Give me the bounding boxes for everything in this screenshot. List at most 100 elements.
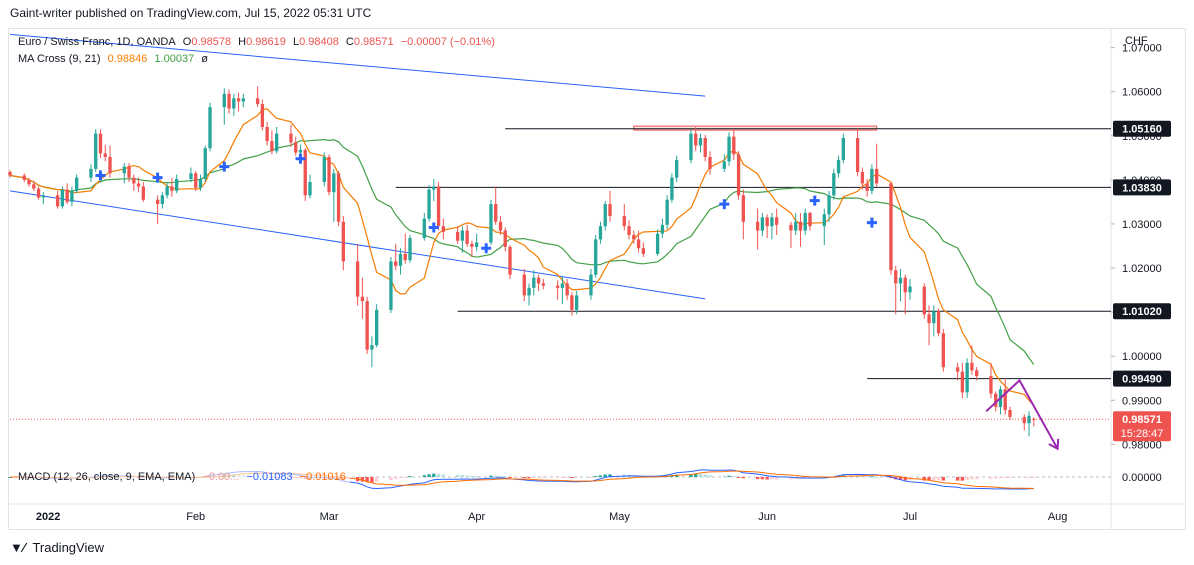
time-tick-label: 2022 xyxy=(36,511,60,523)
macd-histogram-bar xyxy=(408,476,412,478)
candle-body xyxy=(603,204,607,227)
macd-histogram-bar xyxy=(560,477,565,478)
candle-body xyxy=(22,175,26,180)
macd-histogram-bar xyxy=(732,476,736,478)
candle-body xyxy=(575,295,579,310)
macd-histogram-bar xyxy=(365,477,369,483)
candle-body xyxy=(132,177,136,184)
candle-body xyxy=(303,149,307,196)
candle-body xyxy=(794,221,798,231)
candle-body xyxy=(541,283,545,286)
candle-body xyxy=(855,138,860,172)
candle-body xyxy=(432,186,436,190)
candle-body xyxy=(189,173,193,179)
macd-histogram-bar xyxy=(875,476,879,478)
candle-body xyxy=(598,226,603,240)
close-label: C xyxy=(345,36,354,48)
candle-body xyxy=(822,214,826,227)
ma-legend[interactable]: MA Cross (9, 21) 0.98846 1.00037 ø xyxy=(18,53,212,65)
macd-tick-label: 0.00000 xyxy=(1122,472,1162,484)
symbol-name[interactable]: Euro / Swiss Franc, 1D, OANDA xyxy=(18,36,176,48)
ma-cross-marker xyxy=(481,243,492,254)
candle-body xyxy=(570,295,574,310)
macd-legend[interactable]: MACD (12, 26, close, 9, EMA, EMA) −0.00.… xyxy=(18,471,350,483)
candle-body xyxy=(98,133,103,154)
candle-body xyxy=(308,182,312,196)
candle-body xyxy=(989,376,993,394)
tradingview-footer[interactable]: ▼⁄ TradingView xyxy=(10,540,104,555)
macd-histogram-bar xyxy=(508,477,512,478)
price-tick-label: 0.99000 xyxy=(1122,395,1162,407)
candle-body xyxy=(365,301,369,350)
candle-body xyxy=(508,246,512,275)
candle-body xyxy=(741,195,745,222)
candle-body xyxy=(475,242,479,247)
macd-histogram-bar xyxy=(994,477,998,479)
candle-body xyxy=(141,186,145,200)
macd-histogram-bar xyxy=(889,477,893,479)
candle-body xyxy=(827,195,831,215)
ma-cross-marker xyxy=(428,222,439,233)
macd-histogram-bar xyxy=(675,474,679,477)
macd-histogram-bar xyxy=(1003,477,1007,479)
price-tick-label: 1.06000 xyxy=(1122,87,1162,99)
candle-body xyxy=(465,230,469,244)
level-price-tag xyxy=(1113,179,1171,196)
candle-body xyxy=(322,156,326,183)
candle-body xyxy=(55,195,60,207)
bar-countdown-label: 15:28:47 xyxy=(1121,428,1164,440)
macd-histogram-bar xyxy=(589,477,593,478)
candle-body xyxy=(398,253,403,266)
level-price-tag xyxy=(1113,120,1171,137)
time-tick-label: Aug xyxy=(1048,511,1068,523)
candle-body xyxy=(341,221,345,262)
projection-arrow xyxy=(985,378,1059,450)
candle-body xyxy=(803,212,807,231)
macd-histogram-bar xyxy=(522,477,526,478)
macd-histogram-bar xyxy=(494,475,498,477)
candle-body xyxy=(632,234,636,240)
candle-body xyxy=(1022,417,1026,424)
candle-body xyxy=(532,277,536,288)
macd-histogram-bar xyxy=(594,476,598,478)
macd-hist-value: −0.00... xyxy=(202,471,240,483)
macd-histogram-bar xyxy=(394,477,398,479)
candle-body xyxy=(560,283,565,288)
macd-histogram-bar xyxy=(932,477,936,481)
macd-histogram-bar xyxy=(708,475,712,477)
candle-body xyxy=(965,362,969,393)
macd-histogram-bar xyxy=(698,474,703,477)
candle-body xyxy=(627,226,631,235)
macd-histogram-bar xyxy=(608,474,612,477)
candle-body xyxy=(670,177,674,200)
candle-body xyxy=(922,286,926,315)
candle-body xyxy=(298,149,303,153)
macd-histogram-bar xyxy=(360,477,365,482)
macd-histogram-bar xyxy=(498,475,503,477)
macd-histogram-bar xyxy=(422,475,426,477)
macd-histogram-bar xyxy=(427,474,431,477)
candle-body xyxy=(565,283,569,296)
time-tick-label: Jul xyxy=(903,511,917,523)
ma-slow-value: 1.00037 xyxy=(154,53,195,65)
macd-label[interactable]: MACD (12, 26, close, 9, EMA, EMA) xyxy=(18,471,196,483)
macd-histogram-bar xyxy=(989,477,993,479)
level-price-label: 1.05160 xyxy=(1122,124,1162,136)
candle-body xyxy=(908,286,912,293)
price-tick-label: 1.00000 xyxy=(1122,351,1162,363)
candle-body xyxy=(89,168,93,178)
candle-body xyxy=(494,204,498,222)
candle-body xyxy=(775,217,779,225)
candle-body xyxy=(203,148,207,179)
level-price-label: 1.01020 xyxy=(1122,306,1162,318)
macd-histogram-bar xyxy=(970,477,974,480)
candle-body xyxy=(355,261,360,297)
low-label: L xyxy=(292,36,300,48)
symbol-legend[interactable]: Euro / Swiss Franc, 1D, OANDA O0.98578 H… xyxy=(18,36,499,48)
ma-label[interactable]: MA Cross (9, 21) xyxy=(18,53,101,65)
macd-histogram-bar xyxy=(465,475,469,477)
candle-body xyxy=(241,98,245,102)
price-tick-label: 1.07000 xyxy=(1122,43,1162,55)
candle-body xyxy=(932,311,936,324)
